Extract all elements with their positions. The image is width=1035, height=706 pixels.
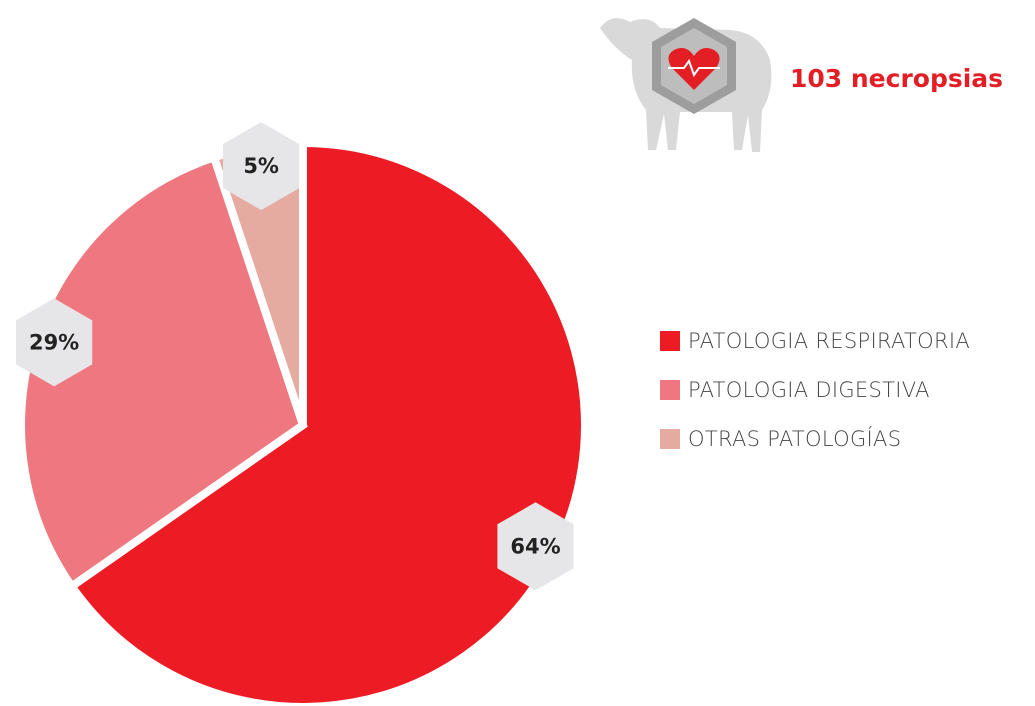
pie: [17, 138, 589, 706]
legend-label: PATOLOGIA RESPIRATORIA: [688, 329, 970, 353]
legend-swatch: [660, 429, 680, 449]
sheep-icon: [600, 18, 772, 153]
legend: PATOLOGIA RESPIRATORIA PATOLOGIA DIGESTIV…: [660, 329, 970, 451]
label-badge: [223, 122, 300, 211]
legend-label: OTRAS PATOLOGÍAS: [688, 426, 901, 451]
label-badge: [497, 502, 574, 591]
legend-swatch: [660, 331, 680, 351]
legend-label: PATOLOGIA DIGESTIVA: [688, 378, 930, 402]
data-label: 5%: [243, 154, 279, 178]
data-label: 29%: [29, 330, 79, 354]
chart-title: 103 necropsias: [790, 64, 1003, 93]
label-badge: [15, 298, 93, 387]
data-labels: 64% 29% 5%: [15, 122, 574, 591]
legend-swatch: [660, 380, 680, 400]
data-label: 64%: [510, 534, 560, 558]
